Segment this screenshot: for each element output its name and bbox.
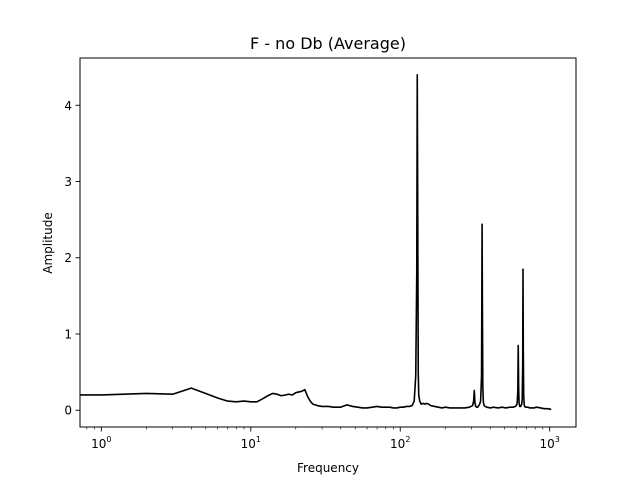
y-axis-label: Amplitude: [41, 212, 55, 274]
chart-title: F - no Db (Average): [250, 34, 406, 53]
x-tick-label: 101: [241, 435, 261, 451]
y-axis: 0 1 2 3 4: [64, 99, 80, 418]
x-tick-exponent: 3: [555, 435, 560, 444]
y-tick-label: 0: [64, 404, 72, 418]
x-tick-exponent: 0: [106, 435, 111, 444]
y-tick-label: 4: [64, 99, 72, 113]
series-line-0: [80, 73, 552, 411]
x-tick-exponent: 1: [256, 435, 261, 444]
x-tick-label: 102: [390, 435, 410, 451]
y-tick-label: 3: [64, 175, 72, 189]
plot-frame: [79, 57, 577, 428]
x-axis-label: Frequency: [297, 461, 359, 475]
y-tick-label: 1: [64, 327, 72, 341]
x-tick-exponent: 2: [405, 435, 410, 444]
x-axis: 100 101 102 103: [86, 427, 560, 451]
x-tick-label: 100: [91, 435, 111, 451]
plot-area: [80, 73, 552, 411]
x-tick-label: 103: [539, 435, 559, 451]
y-tick-label: 2: [64, 251, 72, 265]
